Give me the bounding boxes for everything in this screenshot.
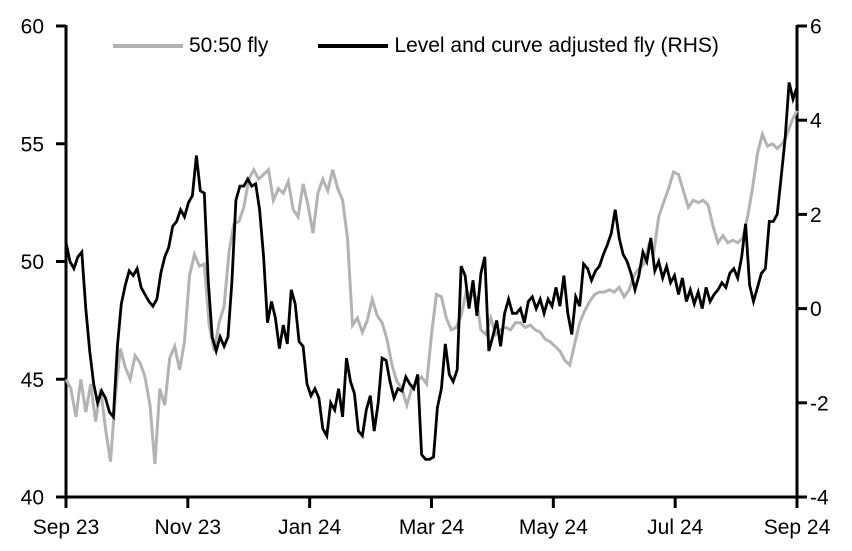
right-axis-tick-label: 0 [810, 298, 822, 321]
black-line-swatch-icon [318, 44, 389, 48]
x-axis-tick-label: Jan 24 [278, 516, 341, 539]
legend: 50:50 fly Level and curve adjusted fly (… [113, 34, 719, 58]
gray-line-swatch-icon [113, 44, 183, 48]
left-axis-tick-label: 60 [21, 16, 44, 39]
series-line-5050-fly [64, 110, 799, 465]
left-axis-tick-label: 40 [21, 487, 44, 510]
right-axis-tick-label: 4 [810, 110, 822, 133]
left-axis-tick-label: 50 [21, 251, 44, 274]
right-axis-tick-label: -4 [810, 487, 829, 510]
legend-item-level-curve-fly: Level and curve adjusted fly (RHS) [318, 34, 719, 58]
x-axis-tick-label: Mar 24 [399, 516, 465, 539]
right-axis-tick-label: -2 [810, 392, 829, 415]
right-axis-tick-label: 2 [810, 204, 822, 227]
legend-label-5050-fly: 50:50 fly [189, 34, 269, 57]
x-axis-tick-label: Jul 24 [647, 516, 703, 539]
x-axis-tick-label: Sep 23 [33, 516, 100, 539]
legend-label-level-curve-fly: Level and curve adjusted fly (RHS) [394, 34, 719, 57]
x-axis-tick-label: Sep 24 [764, 516, 831, 539]
left-axis-tick-label: 55 [21, 133, 44, 156]
x-axis-tick-label: Nov 23 [155, 516, 222, 539]
right-axis-tick-label: 6 [810, 16, 822, 39]
series-line-level-curve-adjusted-fly [64, 82, 799, 461]
left-axis-tick-label: 45 [21, 369, 44, 392]
x-axis-tick-label: May 24 [519, 516, 588, 539]
legend-item-5050-fly: 50:50 fly [113, 34, 268, 58]
